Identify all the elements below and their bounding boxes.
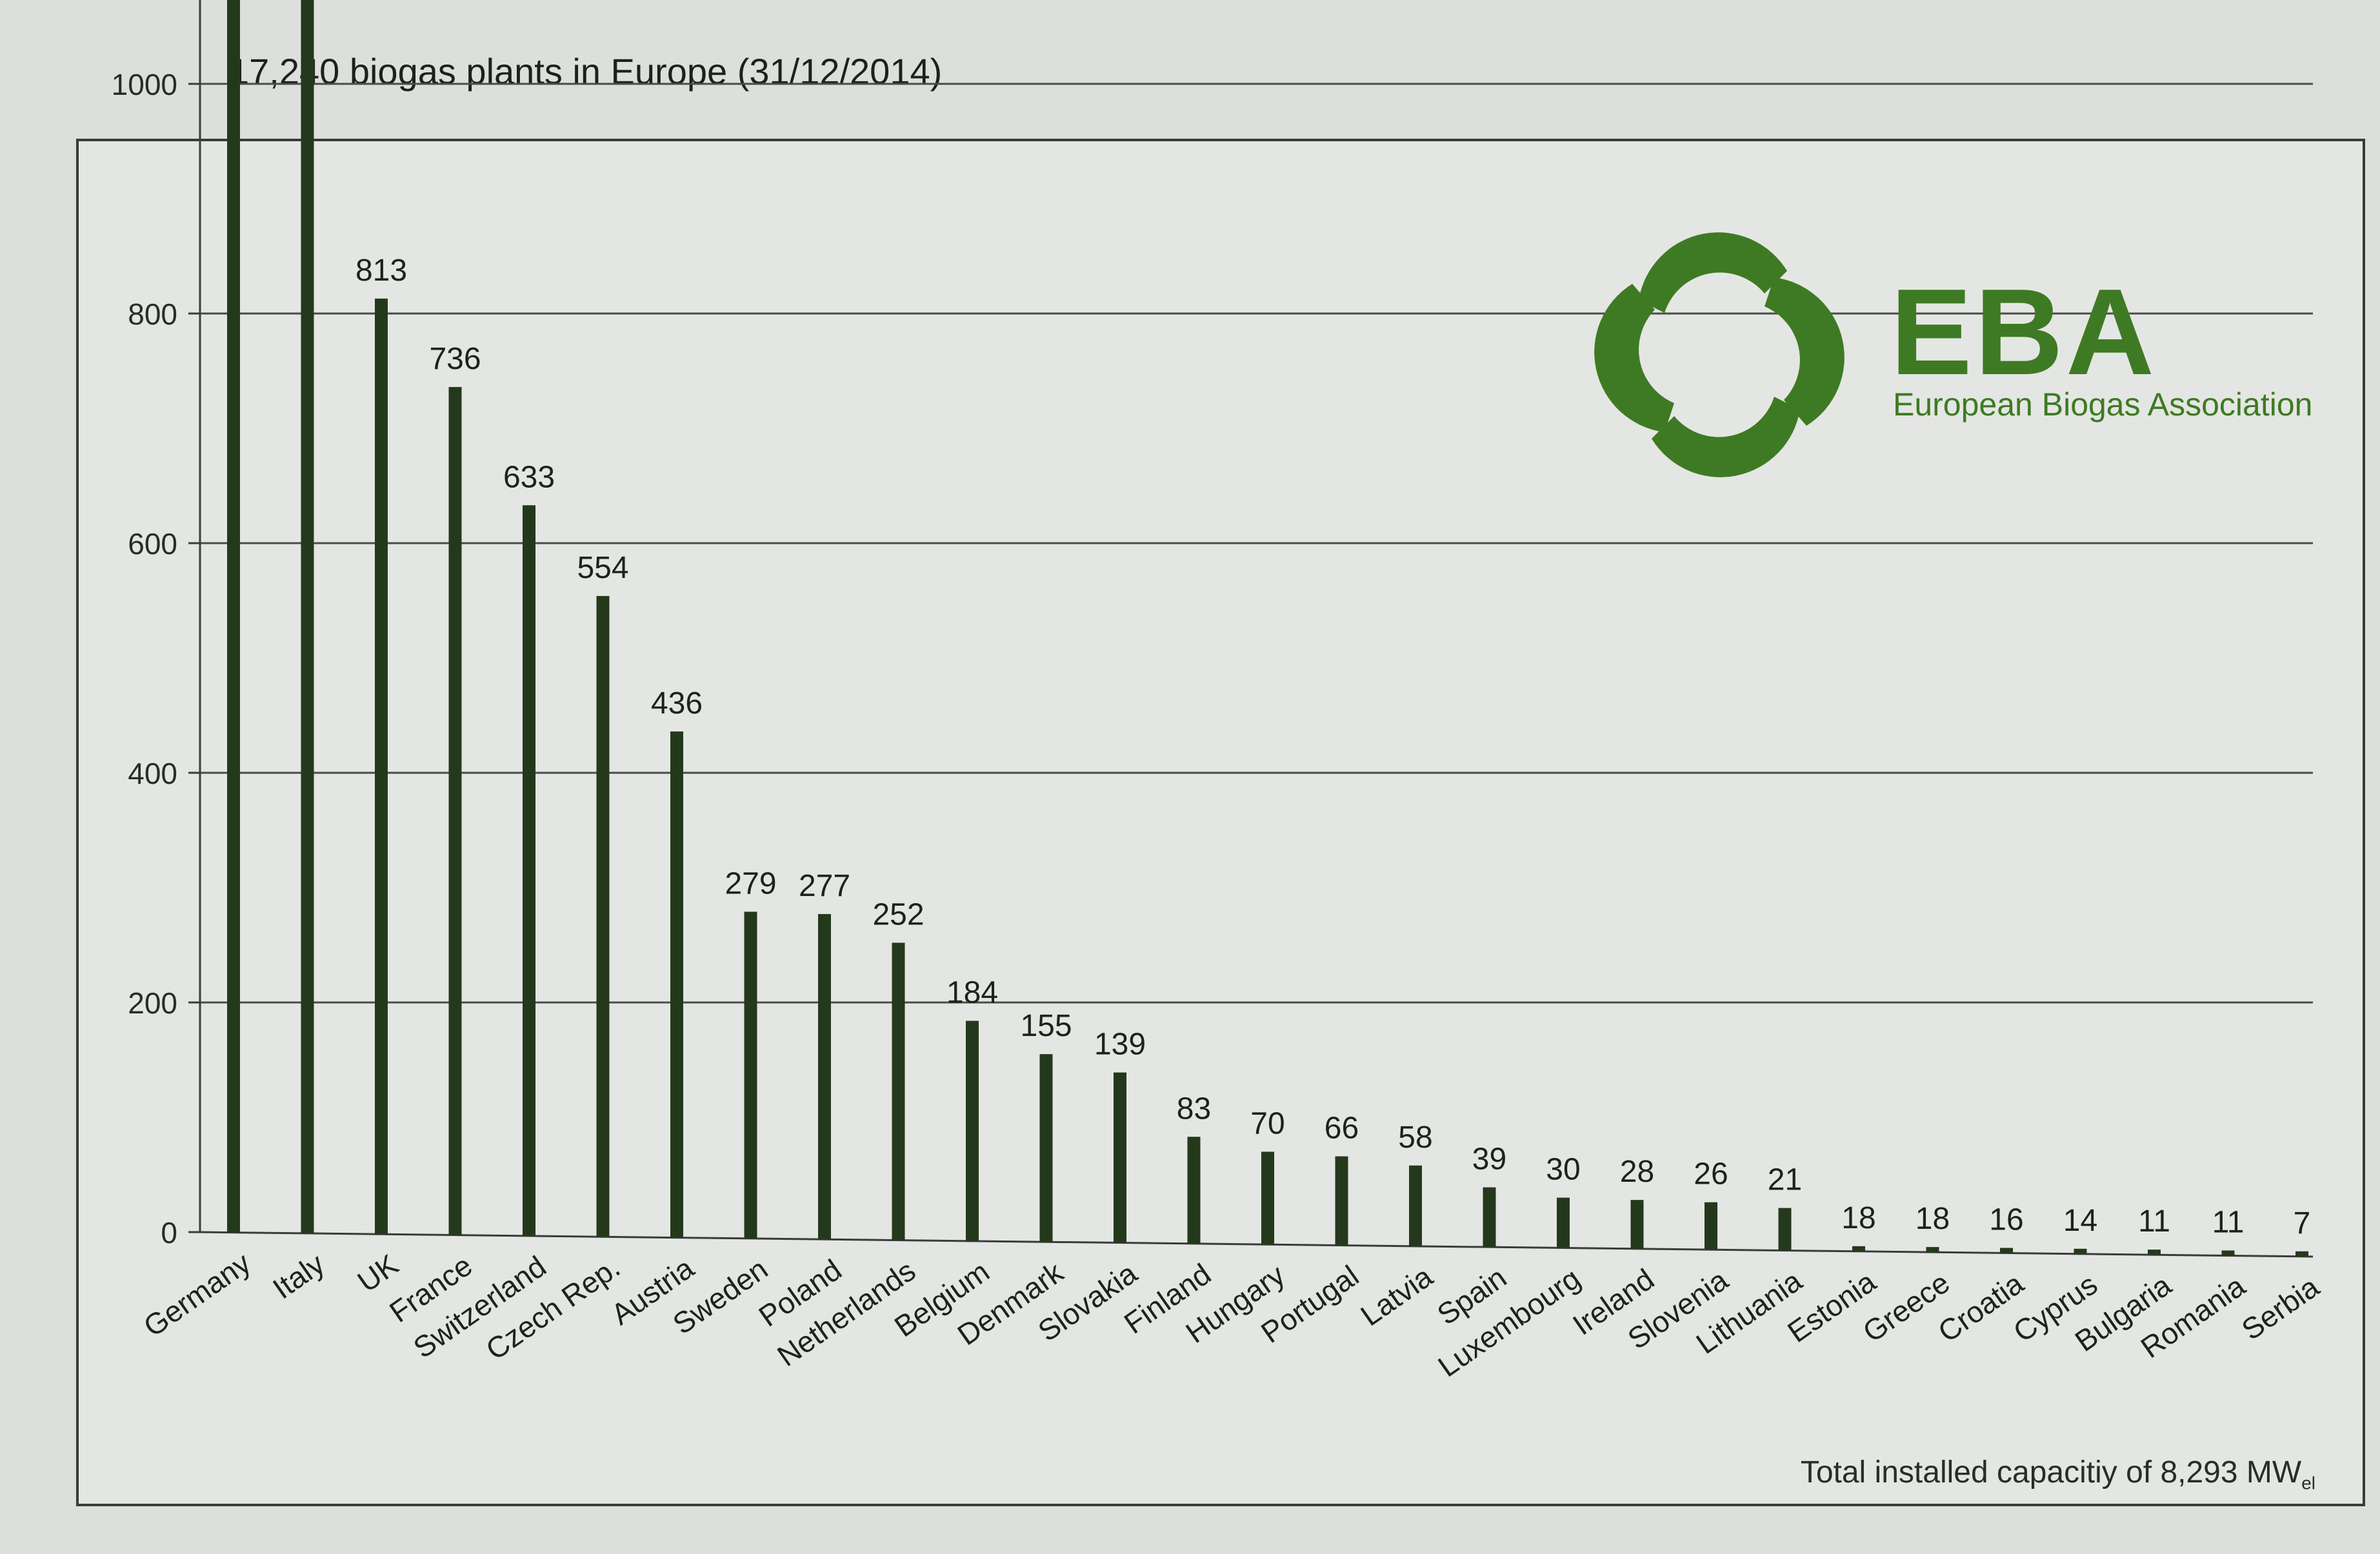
logo-subtitle: European Biogas Association xyxy=(1893,386,2313,423)
y-tick-label: 0 xyxy=(161,1216,177,1250)
footnote-subscript: el xyxy=(2301,1473,2315,1493)
logo-name: EBA xyxy=(1890,264,2157,401)
bar-denmark xyxy=(1039,1054,1053,1242)
bar-bulgaria xyxy=(2148,1250,2161,1255)
data-label: 279 xyxy=(725,866,776,901)
data-label: 16 xyxy=(1989,1202,2023,1237)
data-label: 277 xyxy=(799,869,850,903)
bar-latvia xyxy=(1409,1165,1422,1246)
bar-ireland xyxy=(1630,1200,1644,1249)
data-label: 21 xyxy=(1768,1163,1802,1197)
data-label: 813 xyxy=(355,254,407,288)
data-label: 155 xyxy=(1020,1009,1072,1043)
y-tick-label: 200 xyxy=(128,986,177,1020)
data-label: 252 xyxy=(872,897,924,931)
data-label: 633 xyxy=(503,460,555,494)
data-label: 184 xyxy=(946,975,998,1010)
data-label: 14 xyxy=(2063,1204,2097,1238)
data-label: 11 xyxy=(2138,1204,2170,1239)
data-label: 26 xyxy=(1694,1157,1728,1191)
bar-italy xyxy=(301,0,314,1233)
x-tick-label: UK xyxy=(352,1248,405,1299)
data-label: 58 xyxy=(1398,1121,1432,1155)
bar-cyprus xyxy=(2074,1248,2087,1254)
data-label: 28 xyxy=(1620,1155,1654,1189)
data-label: 70 xyxy=(1250,1106,1285,1141)
data-label: 139 xyxy=(1094,1028,1146,1062)
axes xyxy=(188,0,2314,1258)
bar-sweden xyxy=(744,911,757,1239)
bar-luxembourg xyxy=(1557,1197,1570,1248)
bar-estonia xyxy=(1852,1246,1865,1251)
bar-france xyxy=(448,386,462,1235)
bar-serbia xyxy=(2295,1251,2308,1257)
data-label: 30 xyxy=(1546,1153,1580,1187)
data-label: 436 xyxy=(651,686,703,721)
data-label: 18 xyxy=(1841,1201,1875,1235)
gridlines xyxy=(200,83,2313,1004)
y-tick-label: 1000 xyxy=(112,68,177,101)
x-axis xyxy=(199,1231,2314,1258)
eba-logo-icon xyxy=(1594,232,1845,477)
x-tick-label: Germany xyxy=(137,1246,257,1343)
x-tick-label: Serbia xyxy=(2235,1270,2325,1346)
bar-czech-rep- xyxy=(596,595,610,1237)
bar-belgium xyxy=(966,1021,979,1241)
data-label: 736 xyxy=(429,342,481,376)
bar-uk xyxy=(375,298,388,1235)
bar-germany xyxy=(227,0,240,1233)
footnote: Total installed capacitiy of 8,293 MWel xyxy=(1801,1455,2315,1494)
bar-croatia xyxy=(2000,1248,2013,1253)
footnote-text: Total installed capacitiy of 8,293 MW xyxy=(1800,1455,2302,1489)
bar-poland xyxy=(818,913,831,1240)
bar-portugal xyxy=(1335,1156,1348,1246)
bar-switzerland xyxy=(523,505,535,1236)
x-tick-label: Latvia xyxy=(1354,1259,1439,1332)
bar-netherlands xyxy=(892,942,905,1240)
data-label: 18 xyxy=(1915,1202,1950,1236)
bar-hungary xyxy=(1261,1151,1274,1245)
y-tick-label: 400 xyxy=(128,757,177,790)
data-label: 7 xyxy=(2294,1206,2311,1240)
bar-finland xyxy=(1187,1137,1201,1244)
bars xyxy=(227,0,2308,1257)
x-tick-label: Italy xyxy=(266,1247,330,1306)
data-label: 554 xyxy=(577,551,628,585)
labels: 0200400600800100012001400160010786German… xyxy=(112,68,2325,1383)
data-label: 66 xyxy=(1325,1111,1359,1146)
y-tick-label: 800 xyxy=(128,297,177,331)
data-label: 11 xyxy=(2212,1205,2245,1239)
x-tick-label: Croatia xyxy=(1932,1266,2030,1349)
bar-romania xyxy=(2221,1250,2235,1256)
bar-spain xyxy=(1483,1187,1496,1248)
bar-slovakia xyxy=(1114,1072,1126,1243)
bar-austria xyxy=(670,731,683,1238)
bar-greece xyxy=(1926,1247,1939,1253)
bar-slovenia xyxy=(1705,1202,1717,1250)
data-label: 39 xyxy=(1472,1142,1506,1177)
y-tick-label: 600 xyxy=(128,527,177,561)
data-label: 83 xyxy=(1177,1091,1211,1126)
bar-lithuania xyxy=(1778,1208,1792,1251)
